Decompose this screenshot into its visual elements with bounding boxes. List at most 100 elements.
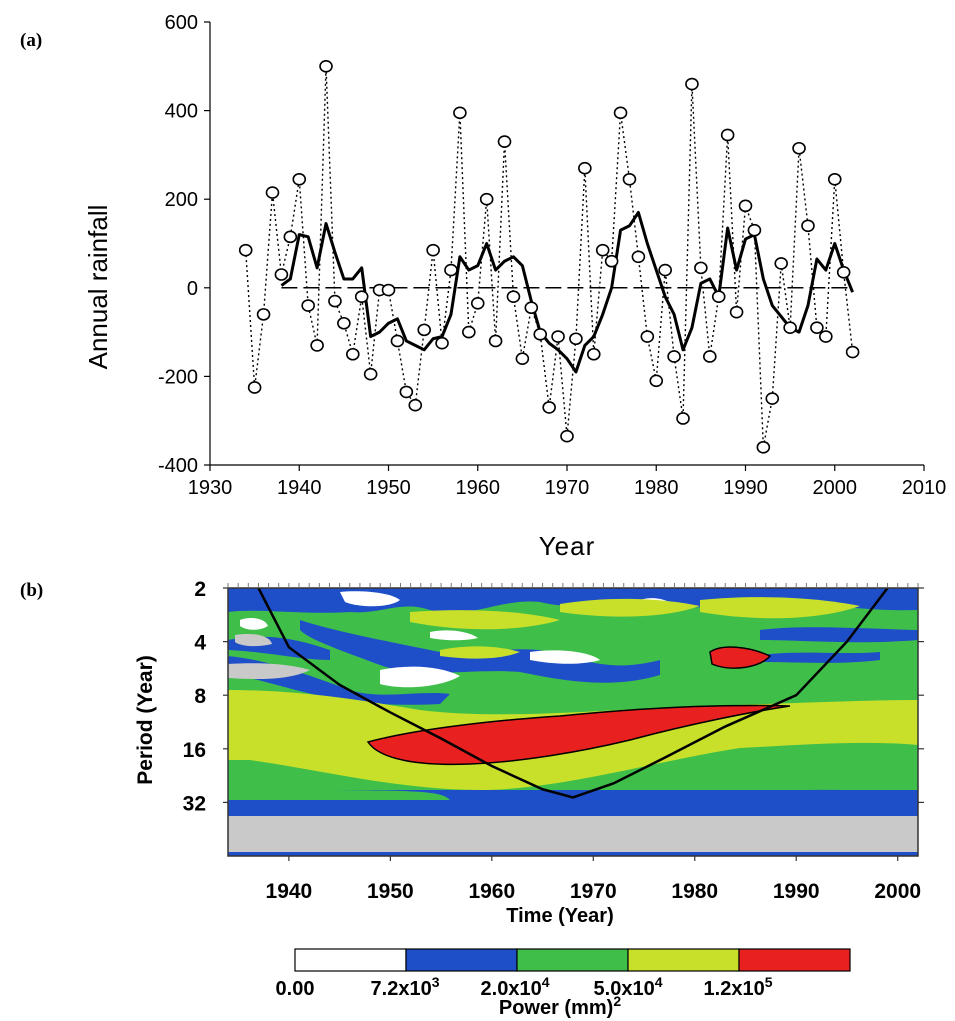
data-point — [551, 330, 565, 343]
data-point — [479, 192, 494, 206]
data-point — [310, 339, 324, 352]
chart-a-series — [238, 60, 860, 454]
chart-b-top-tick-marks — [227, 583, 919, 588]
x-tick-label: 1940 — [277, 477, 322, 499]
data-point — [676, 412, 690, 425]
y-tick-label: 32 — [183, 792, 206, 815]
data-point — [399, 385, 414, 399]
data-point — [274, 268, 289, 281]
data-point — [667, 350, 681, 363]
data-point — [435, 336, 449, 350]
data-point — [845, 345, 860, 359]
data-point — [560, 429, 574, 443]
data-point — [604, 254, 619, 268]
data-point — [640, 330, 655, 343]
chart-b-y-tick-labels: 2 4 8 16 32 — [183, 578, 924, 815]
data-point — [586, 347, 601, 361]
data-point — [792, 141, 806, 155]
data-point — [622, 172, 637, 186]
data-point — [738, 199, 753, 213]
x-tick-label: 1950 — [366, 477, 411, 499]
data-point — [292, 172, 307, 186]
rainfall-time-series-chart: -400 -200 0 200 400 600 1930 1940 1950 1960 1970 19… — [83, 12, 947, 561]
data-point — [524, 301, 539, 315]
data-point — [337, 316, 351, 330]
data-point — [265, 186, 280, 199]
data-point — [247, 381, 262, 394]
colorbar-title: Power (mm)2 — [499, 993, 621, 1019]
y-tick-label: 2 — [194, 578, 206, 601]
x-tick-label: 2010 — [902, 477, 947, 499]
x-tick-label: 1930 — [188, 477, 233, 499]
y-tick-label: 4 — [194, 632, 206, 655]
cone-of-influence-line — [257, 587, 889, 799]
panel-a-label: (a) — [20, 30, 43, 51]
data-point — [238, 243, 253, 257]
data-point — [578, 161, 592, 175]
data-point — [354, 290, 369, 303]
chart-a-axes — [204, 21, 925, 471]
panel-b-label: (b) — [20, 580, 44, 601]
x-tick-label: 1960 — [468, 880, 515, 903]
data-point — [801, 219, 815, 233]
data-point — [363, 367, 378, 381]
x-tick-label: 1960 — [456, 477, 501, 499]
colorbar-segment — [627, 948, 740, 972]
colorbar-tick-labels: 0.00 7.2x103 2.0x104 5.0x104 1.2x105 — [276, 974, 773, 1000]
colorbar-segment — [738, 948, 851, 972]
y-tick-label: 8 — [194, 685, 206, 708]
wavelet-power-field — [228, 588, 918, 856]
data-point — [729, 305, 744, 319]
x-tick-label: 1970 — [570, 880, 617, 903]
x-tick-label: 1950 — [367, 880, 414, 903]
data-point — [649, 374, 664, 388]
x-tick-label: 1980 — [634, 477, 679, 499]
data-point — [720, 128, 735, 142]
data-point — [470, 297, 485, 310]
data-point — [783, 321, 797, 334]
data-point — [658, 263, 672, 277]
data-point — [702, 350, 717, 363]
x-tick-label: 1940 — [266, 880, 313, 903]
data-point — [381, 283, 396, 297]
data-point — [810, 321, 824, 334]
data-point — [774, 257, 789, 270]
x-axis-title: Year — [539, 531, 596, 561]
colorbar-segment — [516, 948, 629, 972]
data-point — [444, 263, 458, 277]
data-point — [283, 230, 298, 244]
data-point — [595, 243, 610, 257]
y-tick-label: -400 — [158, 455, 198, 477]
data-point — [765, 392, 780, 405]
data-point — [506, 290, 521, 303]
chart-b-x-tick-labels: 1940 1950 1960 1970 1980 1990 2000 — [266, 856, 921, 903]
data-point — [390, 334, 405, 348]
colorbar-segment — [405, 948, 518, 972]
data-point — [408, 398, 423, 412]
x-tick-label: 2000 — [874, 880, 921, 903]
data-point — [426, 243, 440, 257]
data-point — [533, 328, 548, 341]
data-point — [319, 60, 333, 73]
data-point — [488, 334, 503, 348]
data-point — [417, 323, 432, 337]
data-point — [711, 290, 726, 303]
data-point — [569, 332, 583, 346]
y-tick-label: 16 — [183, 739, 206, 762]
data-point — [256, 308, 271, 321]
data-point — [819, 330, 833, 343]
colorbar — [294, 948, 851, 972]
x-tick-label: 1990 — [723, 477, 768, 499]
cone-of-influence — [257, 587, 889, 799]
y-tick-label: -200 — [158, 366, 198, 388]
data-point — [685, 77, 699, 91]
data-point — [462, 325, 476, 339]
colorbar-tick-label: 7.2x103 — [371, 974, 440, 1000]
chart-b-x-axis-title: Time (Year) — [506, 905, 613, 927]
x-tick-label: 1970 — [545, 477, 590, 499]
colorbar-tick-label: 1.2x105 — [704, 974, 773, 1000]
y-axis-title: Annual rainfall — [83, 205, 113, 370]
data-point — [747, 223, 762, 237]
y-tick-label: 600 — [165, 12, 198, 34]
